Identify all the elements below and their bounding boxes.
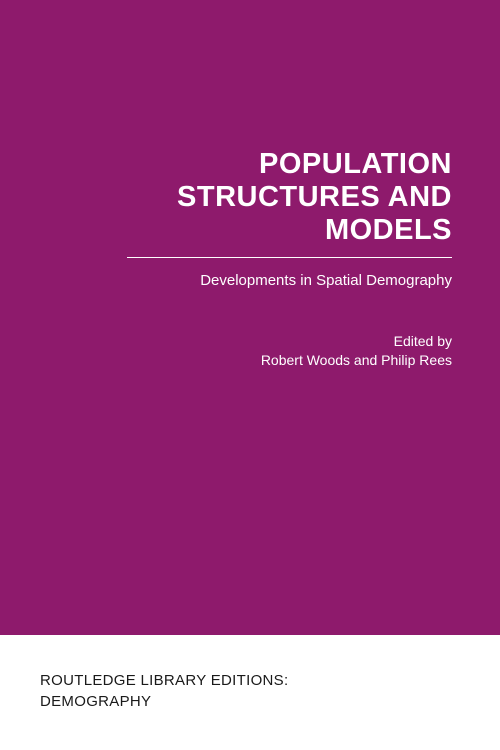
title-line-2: STRUCTURES AND (127, 181, 452, 214)
series-line-1: ROUTLEDGE LIBRARY EDITIONS: (40, 670, 288, 691)
editors-block: Edited by Robert Woods and Philip Rees (261, 332, 452, 370)
title-rule (127, 257, 452, 258)
editor-names: Robert Woods and Philip Rees (261, 351, 452, 370)
book-title: POPULATION STRUCTURES AND MODELS (127, 148, 452, 247)
series-line-2: DEMOGRAPHY (40, 691, 288, 712)
title-line-1: POPULATION (127, 148, 452, 181)
title-line-3: MODELS (127, 214, 452, 247)
title-block: POPULATION STRUCTURES AND MODELS Develop… (127, 148, 452, 289)
book-cover: POPULATION STRUCTURES AND MODELS Develop… (0, 0, 500, 750)
book-subtitle: Developments in Spatial Demography (127, 272, 452, 289)
edited-by-label: Edited by (261, 332, 452, 351)
series-block: ROUTLEDGE LIBRARY EDITIONS: DEMOGRAPHY (40, 670, 288, 712)
